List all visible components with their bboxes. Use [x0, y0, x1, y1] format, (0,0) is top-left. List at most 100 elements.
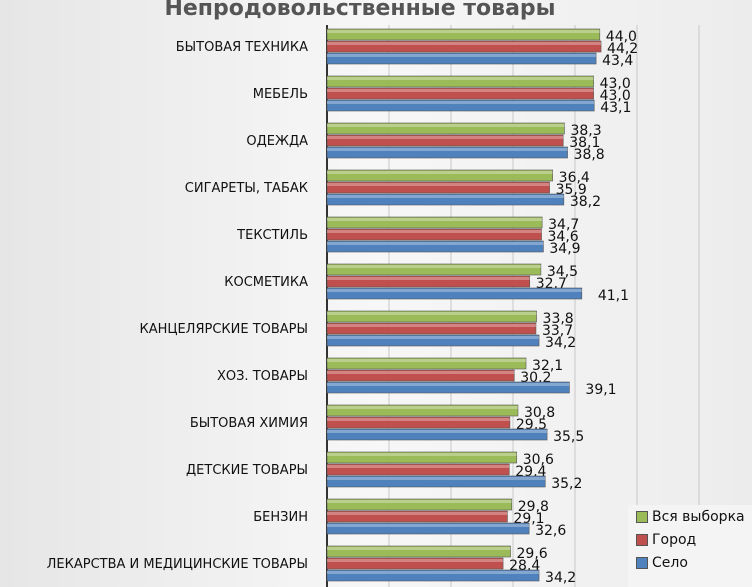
legend-label: Село: [652, 554, 688, 571]
bar-2: [326, 99, 595, 112]
bar-1: [326, 416, 511, 429]
bar-0: [326, 310, 537, 323]
bar-1: [326, 134, 564, 147]
bar-0: [326, 357, 527, 370]
data-label: 43,1: [600, 100, 631, 116]
legend-label: Город: [652, 531, 697, 548]
bar-1: [326, 275, 531, 288]
bar-highlight: [327, 195, 564, 198]
category-label: КОСМЕТИКА: [224, 275, 308, 290]
bar-highlight: [327, 465, 510, 468]
bar-2: [326, 522, 530, 535]
data-label: 34,2: [545, 335, 576, 351]
category-label: ДЕТСКИЕ ТОВАРЫ: [186, 463, 308, 478]
bar-0: [326, 28, 601, 41]
category-label: ХОЗ. ТОВАРЫ: [217, 369, 308, 384]
bar-1: [326, 510, 508, 523]
data-label: 38,1: [569, 135, 600, 151]
bar-highlight: [327, 477, 546, 480]
bar-highlight: [327, 136, 564, 139]
data-label: 34,9: [549, 241, 580, 257]
bar-0: [326, 122, 565, 135]
bar-highlight: [327, 183, 550, 186]
bar-highlight: [327, 324, 536, 327]
bar-highlight: [327, 42, 602, 45]
bar-0: [326, 404, 519, 417]
bar-highlight: [327, 359, 527, 362]
data-label: 30,6: [523, 452, 554, 468]
category-label: БЫТОВАЯ ХИМИЯ: [190, 416, 308, 431]
bar-highlight: [327, 101, 595, 104]
data-label: 36,4: [559, 170, 590, 186]
bar-highlight: [327, 453, 517, 456]
bar-highlight: [327, 312, 537, 315]
data-label: 29,8: [518, 499, 549, 515]
data-label: 33,8: [543, 311, 574, 327]
data-label: 41,1: [598, 288, 629, 304]
bar-highlight: [327, 547, 511, 550]
legend-swatch: [636, 533, 648, 546]
bar-highlight: [327, 406, 518, 409]
legend-swatch: [636, 556, 648, 569]
bar-2: [326, 240, 544, 253]
data-label: 38,8: [574, 147, 605, 163]
bar-2: [326, 193, 565, 206]
bar-0: [326, 169, 553, 182]
bar-0: [326, 498, 513, 511]
category-label: СИГАРЕТЫ, ТАБАК: [185, 181, 308, 196]
bar-highlight: [327, 242, 544, 245]
legend-swatch: [636, 510, 648, 523]
bar-highlight: [327, 230, 542, 233]
bar-highlight: [327, 54, 597, 57]
bar-highlight: [327, 171, 553, 174]
bar-2: [326, 569, 540, 582]
legend-label: Вся выборка: [652, 508, 745, 525]
bar-2: [326, 146, 568, 159]
bar-0: [326, 263, 542, 276]
legend-item: Село: [628, 551, 752, 574]
bar-highlight: [327, 430, 548, 433]
bar-highlight: [327, 77, 594, 80]
legend: Вся выборка Город Село: [628, 505, 752, 587]
category-label: ЛЕКАРСТВА И МЕДИЦИНСКИЕ ТОВАРЫ: [47, 557, 308, 572]
bar-highlight: [327, 383, 570, 386]
bar-highlight: [327, 218, 543, 221]
data-label: 44,0: [606, 29, 637, 45]
bar-highlight: [327, 30, 600, 33]
data-label: 35,5: [553, 429, 584, 445]
legend-item: Вся выборка: [628, 505, 752, 528]
bar-highlight: [327, 500, 512, 503]
legend-item: Город: [628, 528, 752, 551]
bar-2: [326, 287, 583, 300]
data-label: 33,7: [542, 323, 573, 339]
bar-1: [326, 87, 594, 100]
bar-1: [326, 181, 550, 194]
data-label: 44,2: [607, 41, 638, 57]
category-label: БЫТОВАЯ ТЕХНИКА: [176, 40, 308, 55]
bar-highlight: [327, 571, 540, 574]
bar-0: [326, 545, 511, 558]
bar-highlight: [327, 559, 504, 562]
bar-2: [326, 381, 570, 394]
bar-2: [326, 334, 540, 347]
data-label: 34,2: [545, 570, 576, 586]
bar-highlight: [327, 289, 582, 292]
bar-highlight: [327, 265, 541, 268]
bar-highlight: [327, 277, 530, 280]
data-label: 39,1: [585, 382, 616, 398]
data-label: 32,1: [532, 358, 563, 374]
data-label: 43,0: [600, 88, 631, 104]
bar-1: [326, 322, 537, 335]
data-label: 34,5: [547, 264, 578, 280]
bar-1: [326, 369, 515, 382]
data-label: 34,6: [548, 229, 579, 245]
bar-highlight: [327, 371, 515, 374]
bar-highlight: [327, 524, 530, 527]
bar-highlight: [327, 89, 594, 92]
bar-0: [326, 75, 594, 88]
category-label: ТЕКСТИЛЬ: [236, 228, 308, 243]
data-label: 34,7: [548, 217, 579, 233]
data-label: 38,2: [570, 194, 601, 210]
bar-2: [326, 475, 546, 488]
